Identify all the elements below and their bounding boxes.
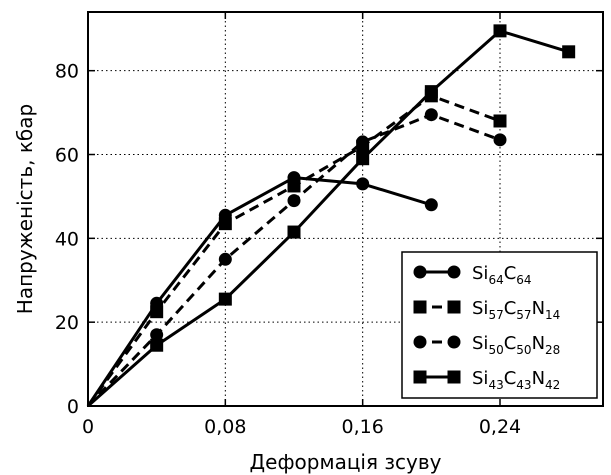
data-point <box>150 328 164 342</box>
legend-marker <box>447 300 461 314</box>
legend-label: Si50C50N28 <box>472 333 560 357</box>
data-point <box>424 85 438 99</box>
legend-label: Si64C64 <box>472 263 532 287</box>
data-point <box>562 45 576 59</box>
series-0 <box>86 171 438 407</box>
legend-marker <box>447 335 461 349</box>
data-point <box>424 198 438 212</box>
series-line <box>86 176 432 407</box>
data-point <box>356 177 370 191</box>
legend-label: Si57C57N14 <box>472 298 560 322</box>
data-point <box>356 152 370 166</box>
y-axis-label: Напруженість, кбар <box>13 104 37 314</box>
data-point <box>493 133 507 147</box>
data-point <box>150 338 164 352</box>
legend-marker <box>413 300 427 314</box>
legend-label: Si43C43N42 <box>472 368 560 392</box>
data-point <box>218 252 232 266</box>
data-point <box>424 108 438 122</box>
plot-frame <box>87 11 604 407</box>
y-tick-label: 20 <box>55 312 79 334</box>
x-tick-label: 0,16 <box>342 416 384 438</box>
data-point <box>287 179 301 193</box>
data-point <box>218 217 232 231</box>
series-2 <box>86 108 507 408</box>
legend-marker <box>447 265 461 279</box>
data-point <box>287 194 301 208</box>
y-tick-label: 40 <box>55 228 79 250</box>
series-3 <box>87 24 576 408</box>
legend-box <box>401 251 598 399</box>
legend-marker <box>413 335 427 349</box>
series-line <box>87 29 570 408</box>
legend-item: Si64C64 <box>413 263 532 287</box>
data-point <box>493 114 507 128</box>
data-point <box>493 24 507 38</box>
data-point <box>218 292 232 306</box>
y-tick-label: 0 <box>67 396 79 418</box>
y-tick-label: 80 <box>55 61 79 83</box>
series-layer <box>86 24 576 408</box>
x-tick-label: 0,08 <box>204 416 246 438</box>
axis-ticks: 0 0,08 0,16 0,24 0 20 40 60 80 <box>55 12 603 438</box>
x-tick-label: 0 <box>82 416 94 438</box>
y-tick-label: 60 <box>55 145 79 167</box>
x-axis-label: Деформація зсуву <box>250 450 442 474</box>
data-point <box>356 135 370 149</box>
grid-lines <box>88 12 603 406</box>
x-tick-label: 0,24 <box>479 416 521 438</box>
data-point <box>287 225 301 239</box>
legend-marker <box>447 370 461 384</box>
legend-marker <box>413 370 427 384</box>
legend-item: Si43C43N42 <box>413 368 560 392</box>
legend-item: Si50C50N28 <box>413 333 560 357</box>
legend-marker <box>413 265 427 279</box>
legend: Si64C64 Si57C57N14 Si50C50N28 Si43C43N42 <box>401 251 598 399</box>
legend-item: Si57C57N14 <box>413 298 560 322</box>
data-point <box>150 305 164 319</box>
